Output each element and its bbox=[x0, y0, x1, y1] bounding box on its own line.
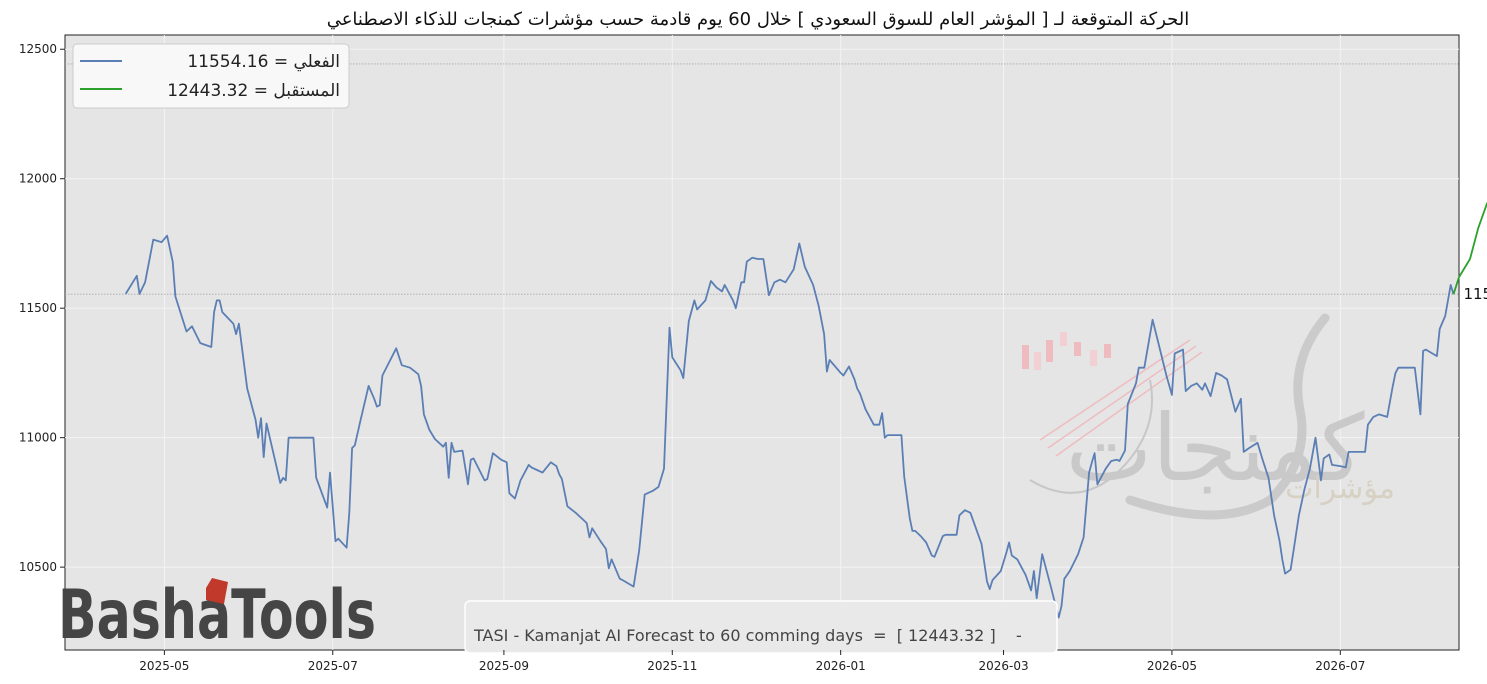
series-lines bbox=[124, 201, 1487, 619]
grid-lines bbox=[65, 35, 1459, 650]
x-tick-label: 2025-07 bbox=[308, 659, 358, 673]
logo-accent-icon bbox=[206, 578, 228, 604]
chart-title: الحركة المتوقعة لـ [ المؤشر العام للسوق … bbox=[327, 9, 1190, 30]
x-tick-label: 2025-11 bbox=[647, 659, 697, 673]
x-tick-label: 2026-07 bbox=[1315, 659, 1365, 673]
actual-series-line bbox=[124, 234, 1455, 619]
end-value-labels: 11554.1612443.32 bbox=[1463, 285, 1487, 303]
x-tick-label: 2026-05 bbox=[1147, 659, 1197, 673]
watermark-arabic-sub: مؤشرات bbox=[1285, 471, 1395, 506]
actual-end-label: 11554.16 bbox=[1463, 285, 1487, 303]
legend-label-actual: الفعلي = 11554.16 bbox=[187, 52, 340, 72]
caption-text: TASI - Kamanjat AI Forecast to 60 commin… bbox=[473, 626, 1022, 645]
forecast-caption: TASI - Kamanjat AI Forecast to 60 commin… bbox=[464, 600, 1058, 654]
kamanjat-watermark: كمنجات مؤشرات bbox=[1022, 313, 1395, 520]
x-tick-label: 2026-03 bbox=[978, 659, 1028, 673]
y-tick-label: 12500 bbox=[19, 42, 57, 56]
y-tick-label: 12000 bbox=[19, 172, 57, 186]
legend-label-forecast: المستقبل = 12443.32 bbox=[167, 81, 340, 101]
axes: 2025-05 2025-07 2025-09 2025-11 2026-01 2026-… bbox=[19, 42, 1366, 673]
x-tick-label: 2025-05 bbox=[139, 659, 189, 673]
legend-box bbox=[72, 43, 350, 109]
y-tick-label: 11500 bbox=[19, 301, 57, 315]
x-tick-label: 2026-01 bbox=[816, 659, 866, 673]
y-tick-label: 11000 bbox=[19, 431, 57, 445]
bashatools-logo: BashaTools bbox=[58, 576, 376, 655]
x-tick-label: 2025-09 bbox=[479, 659, 529, 673]
candlestick-icon bbox=[1022, 332, 1203, 457]
watermark-arabic-brand: كمنجات bbox=[1066, 395, 1365, 502]
plot-area bbox=[64, 34, 1460, 651]
chart-legend: الفعلي = 11554.16 المستقبل = 12443.32 bbox=[72, 43, 350, 109]
y-tick-label: 10500 bbox=[19, 560, 57, 574]
